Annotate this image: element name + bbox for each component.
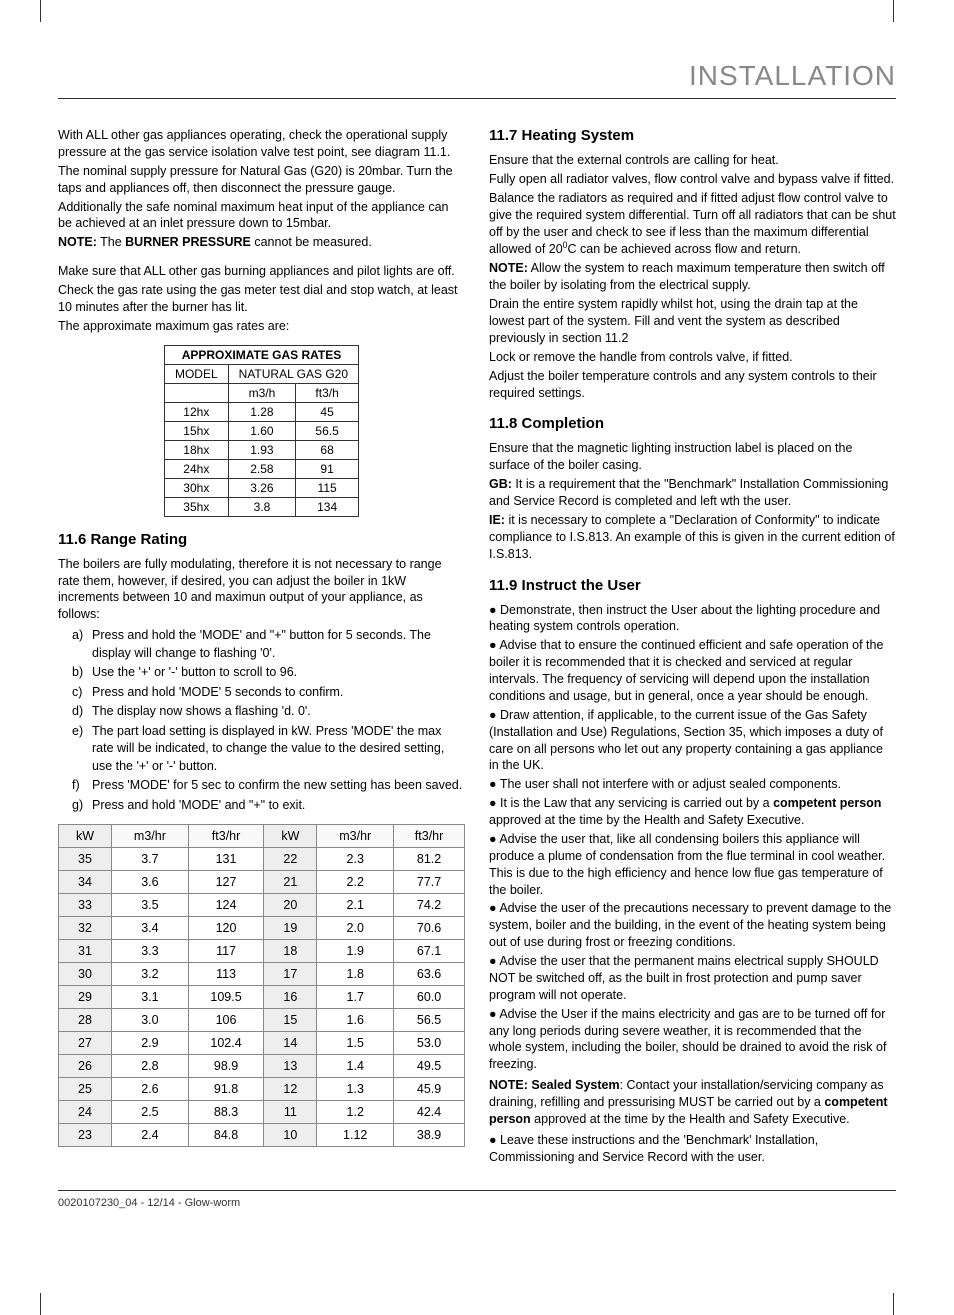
sub-ft3h: ft3/h: [296, 383, 359, 402]
para: The boilers are fully modulating, theref…: [58, 556, 465, 624]
table-row: 272.9102.4141.553.0: [59, 1032, 465, 1055]
para: GB: It is a requirement that the "Benchm…: [489, 476, 896, 510]
note: NOTE: Allow the system to reach maximum …: [489, 260, 896, 294]
left-column: With ALL other gas appliances operating,…: [58, 127, 465, 1170]
table-row: 24hx2.5891: [164, 459, 358, 478]
col-model: MODEL: [164, 364, 228, 383]
crop-mark: [40, 1293, 41, 1315]
footer-text: 0020107230_04 - 12/14 - Glow-worm: [58, 1197, 896, 1209]
table-row: 18hx1.9368: [164, 440, 358, 459]
para: Lock or remove the handle from controls …: [489, 349, 896, 366]
para: The nominal supply pressure for Natural …: [58, 163, 465, 197]
para: Ensure that the external controls are ca…: [489, 152, 896, 169]
instruct-bullets: Demonstrate, then instruct the User abou…: [489, 602, 896, 1074]
step-item: f)Press 'MODE' for 5 sec to confirm the …: [58, 777, 465, 795]
crop-mark: [40, 0, 41, 22]
para: The approximate maximum gas rates are:: [58, 318, 465, 335]
col-natgas: NATURAL GAS G20: [228, 364, 358, 383]
rate-table: kWm3/hrft3/hrkWm3/hrft3/hr 353.7131222.3…: [58, 824, 465, 1147]
para: Drain the entire system rapidly whilst h…: [489, 296, 896, 347]
table-row: 30hx3.26115: [164, 478, 358, 497]
right-column: 11.7 Heating System Ensure that the exte…: [489, 127, 896, 1170]
table-row: 35hx3.8134: [164, 497, 358, 516]
crop-mark: [893, 0, 894, 22]
table-row: 252.691.8121.345.9: [59, 1078, 465, 1101]
bullet: Advise that to ensure the continued effi…: [489, 637, 896, 705]
bullet: The user shall not interfere with or adj…: [489, 776, 896, 793]
note: NOTE: Sealed System: Contact your instal…: [489, 1077, 896, 1128]
para: With ALL other gas appliances operating,…: [58, 127, 465, 161]
table-header: ft3/hr: [394, 825, 465, 848]
para: Fully open all radiator valves, flow con…: [489, 171, 896, 188]
steps-list: a)Press and hold the 'MODE' and "+" butt…: [58, 627, 465, 814]
table-header: kW: [264, 825, 317, 848]
step-item: e)The part load setting is displayed in …: [58, 723, 465, 776]
heading-11-7: 11.7 Heating System: [489, 127, 896, 144]
table-header: m3/hr: [317, 825, 394, 848]
table-row: 303.2113171.863.6: [59, 963, 465, 986]
table-header: m3/hr: [112, 825, 189, 848]
para: Check the gas rate using the gas meter t…: [58, 282, 465, 316]
step-item: c)Press and hold 'MODE' 5 seconds to con…: [58, 684, 465, 702]
note-label: NOTE:: [58, 235, 97, 249]
page-header-title: INSTALLATION: [58, 60, 896, 92]
page: INSTALLATION With ALL other gas applianc…: [0, 0, 954, 1315]
crop-mark: [893, 1293, 894, 1315]
bullet: Advise the User if the mains electricity…: [489, 1006, 896, 1074]
note: NOTE: The BURNER PRESSURE cannot be meas…: [58, 234, 465, 251]
bullet: Advise the user that the permanent mains…: [489, 953, 896, 1004]
step-item: b)Use the '+' or '-' button to scroll to…: [58, 664, 465, 682]
bullet: Leave these instructions and the 'Benchm…: [489, 1132, 896, 1166]
table-row: 242.588.3111.242.4: [59, 1101, 465, 1124]
sub-m3h: m3/h: [228, 383, 296, 402]
para: IE: it is necessary to complete a "Decla…: [489, 512, 896, 563]
table-row: 343.6127212.277.7: [59, 871, 465, 894]
table-row: 333.5124202.174.2: [59, 894, 465, 917]
table-header: ft3/hr: [188, 825, 264, 848]
table-row: 232.484.8101.1238.9: [59, 1124, 465, 1147]
table-row: 353.7131222.381.2: [59, 848, 465, 871]
bullet: Advise the user of the precautions neces…: [489, 900, 896, 951]
bullet: It is the Law that any servicing is carr…: [489, 795, 896, 829]
para: Make sure that ALL other gas burning app…: [58, 263, 465, 280]
para: Additionally the safe nominal maximum he…: [58, 199, 465, 233]
para: Adjust the boiler temperature controls a…: [489, 368, 896, 402]
heading-11-6: 11.6 Range Rating: [58, 531, 465, 548]
step-item: a)Press and hold the 'MODE' and "+" butt…: [58, 627, 465, 662]
para: Ensure that the magnetic lighting instru…: [489, 440, 896, 474]
bullet: Demonstrate, then instruct the User abou…: [489, 602, 896, 636]
table-row: 323.4120192.070.6: [59, 917, 465, 940]
bullet: Draw attention, if applicable, to the cu…: [489, 707, 896, 775]
table-row: 12hx1.2845: [164, 402, 358, 421]
footer-rule: [58, 1190, 896, 1191]
content-columns: With ALL other gas appliances operating,…: [58, 127, 896, 1170]
gas-rates-table: APPROXIMATE GAS RATES MODEL NATURAL GAS …: [164, 345, 359, 517]
table-title: APPROXIMATE GAS RATES: [164, 345, 358, 364]
heading-11-8: 11.8 Completion: [489, 415, 896, 432]
header-rule: [58, 98, 896, 99]
table-header: kW: [59, 825, 112, 848]
bullet: Advise the user that, like all condensin…: [489, 831, 896, 899]
step-item: d)The display now shows a flashing 'd. 0…: [58, 703, 465, 721]
instruct-bullets-2: Leave these instructions and the 'Benchm…: [489, 1132, 896, 1166]
heading-11-9: 11.9 Instruct the User: [489, 577, 896, 594]
table-row: 262.898.9131.449.5: [59, 1055, 465, 1078]
table-row: 293.1109.5161.760.0: [59, 986, 465, 1009]
step-item: g)Press and hold 'MODE' and "+" to exit.: [58, 797, 465, 815]
para: Balance the radiators as required and if…: [489, 190, 896, 259]
table-row: 283.0106151.656.5: [59, 1009, 465, 1032]
table-row: 313.3117181.967.1: [59, 940, 465, 963]
table-row: 15hx1.6056.5: [164, 421, 358, 440]
